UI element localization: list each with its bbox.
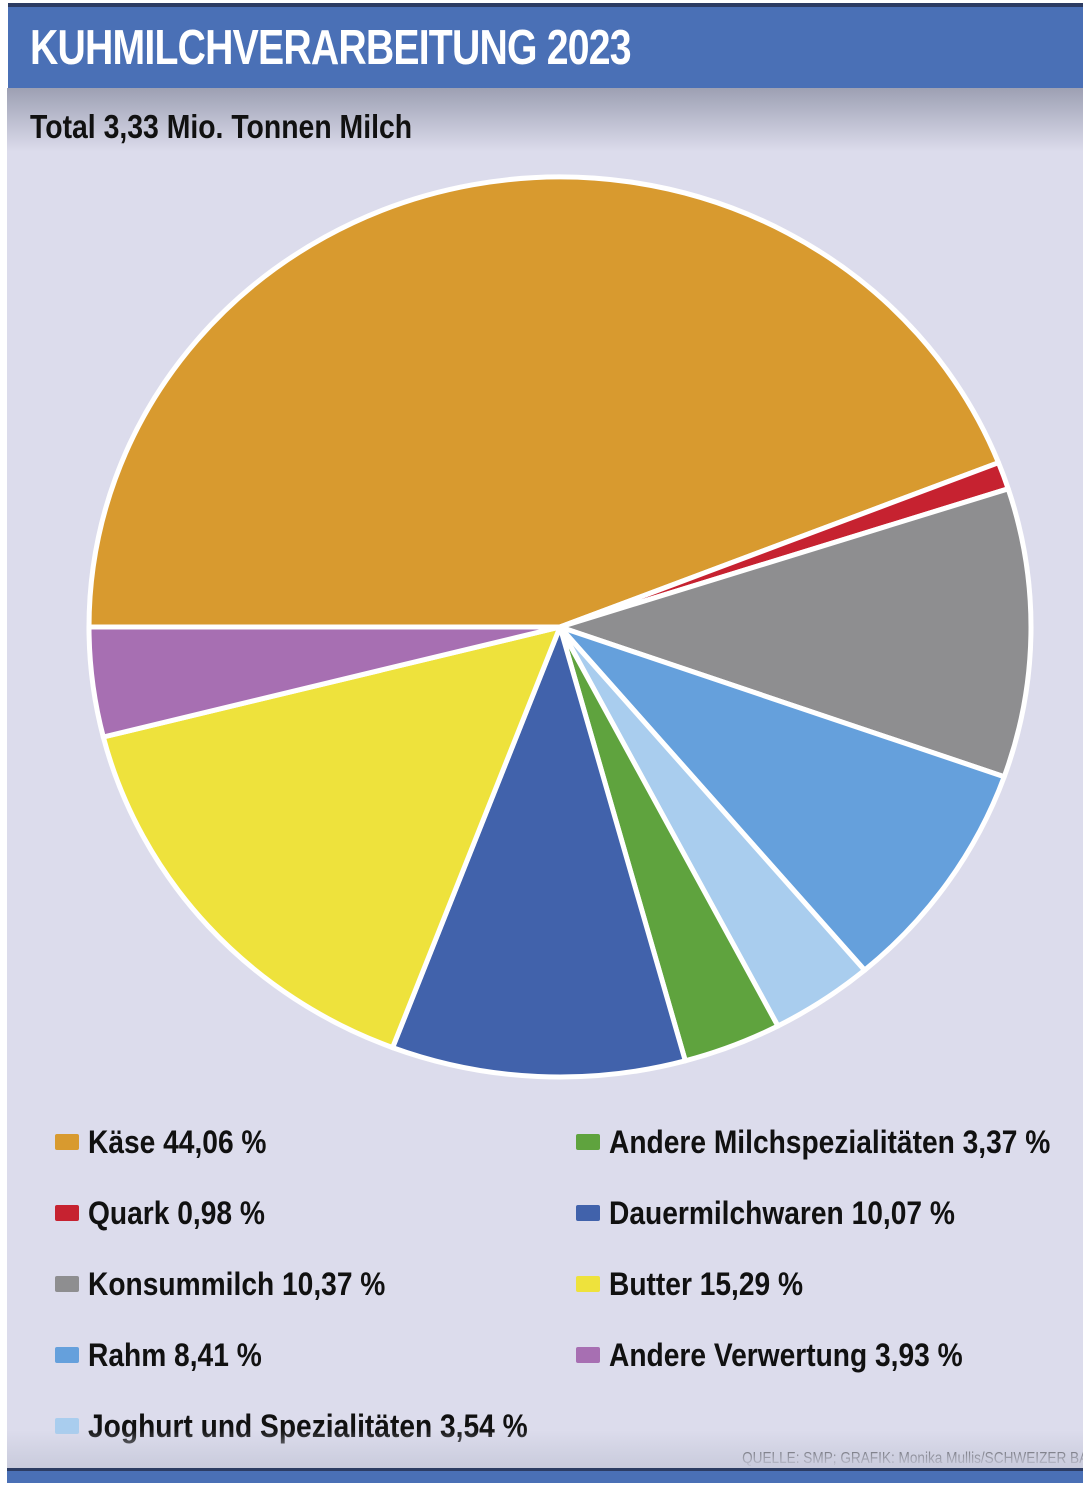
legend-item-butter: Butter 15,29 %	[576, 1265, 1083, 1302]
legend-item-konsummilch: Konsummilch 10,37 %	[55, 1265, 588, 1302]
legend-label-butter: Butter 15,29 %	[609, 1265, 804, 1302]
chart-subtitle-total: Total 3,33 Mio. Tonnen Milch	[30, 108, 413, 145]
bottom-border-line	[7, 1468, 1083, 1471]
pie-slice-rahm	[557, 624, 1007, 973]
pie-slice-konsummilch	[557, 486, 1034, 780]
bottom-bar	[7, 1471, 1083, 1483]
legend-label-konsummilch: Konsummilch 10,37 %	[88, 1265, 386, 1302]
legend-label-rahm: Rahm 8,41 %	[88, 1336, 262, 1373]
legend-item-andere-verwertung: Andere Verwertung 3,93 %	[576, 1336, 1083, 1373]
legend-swatch-quark	[55, 1205, 79, 1221]
pie-slice-dauermilchwaren	[390, 624, 688, 1080]
legend-swatch-konsummilch	[55, 1276, 79, 1292]
legend-label-dauermilchwaren: Dauermilchwaren 10,07 %	[609, 1194, 955, 1231]
legend-label-andere-milchspezialitaten: Andere Milchspezialitäten 3,37 %	[609, 1123, 1051, 1160]
bottom-shadow	[7, 1430, 1083, 1468]
legend-swatch-andere-verwertung	[576, 1347, 600, 1363]
legend-column-left: Käse 44,06 % Quark 0,98 % Konsummilch 10…	[55, 1123, 588, 1480]
legend-item-dauermilchwaren: Dauermilchwaren 10,07 %	[576, 1194, 1083, 1231]
pie-slice-kase	[86, 174, 1001, 630]
legend-swatch-kase	[55, 1134, 79, 1150]
page-title: KUHMILCHVERARBEITUNG 2023	[30, 20, 632, 75]
legend-label-kase: Käse 44,06 %	[88, 1123, 267, 1160]
legend-swatch-rahm	[55, 1347, 79, 1363]
pie-slice-andere-verwertung	[86, 624, 563, 740]
legend-swatch-dauermilchwaren	[576, 1205, 600, 1221]
legend-label-andere-verwertung: Andere Verwertung 3,93 %	[609, 1336, 963, 1373]
top-border-line	[8, 3, 1083, 7]
header-shadow	[7, 88, 1083, 152]
legend-item-quark: Quark 0,98 %	[55, 1194, 588, 1231]
header-bar: KUHMILCHVERARBEITUNG 2023	[8, 7, 1083, 88]
legend-column-right: Andere Milchspezialitäten 3,37 % Dauermi…	[576, 1123, 1083, 1409]
legend-swatch-andere-milchspezialitaten	[576, 1134, 600, 1150]
legend-swatch-butter	[576, 1276, 600, 1292]
legend-item-kase: Käse 44,06 %	[55, 1123, 588, 1160]
legend-label-quark: Quark 0,98 %	[88, 1194, 265, 1231]
legend-item-rahm: Rahm 8,41 %	[55, 1336, 588, 1373]
pie-chart	[86, 174, 1034, 1080]
pie-slice-butter	[100, 624, 563, 1051]
legend-item-andere-milchspezialitaten: Andere Milchspezialitäten 3,37 %	[576, 1123, 1083, 1160]
